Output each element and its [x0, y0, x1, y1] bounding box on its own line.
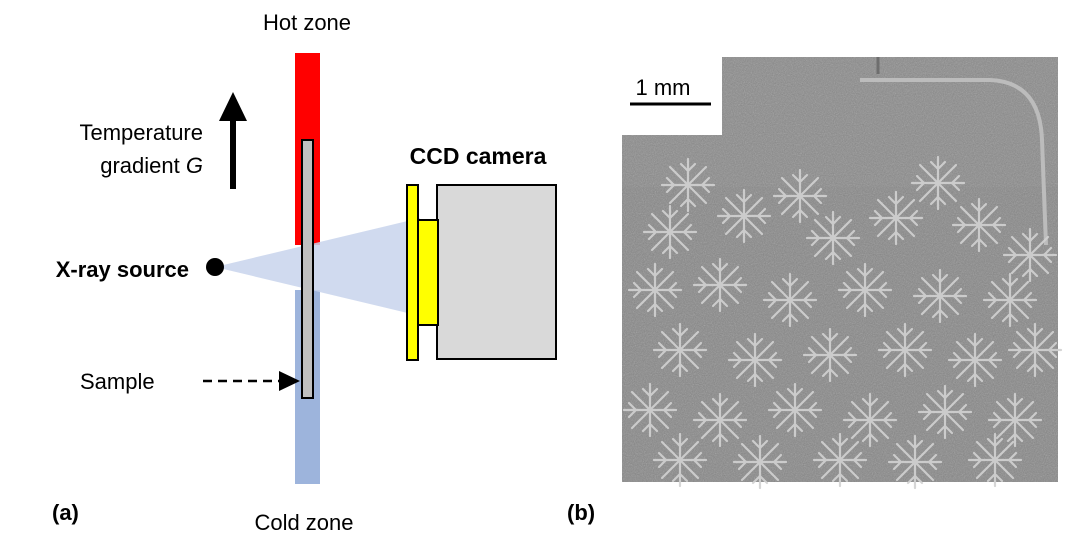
camera-body — [436, 184, 557, 360]
cold-zone-label: Cold zone — [254, 510, 353, 535]
gradient-label-line2: gradient G — [100, 153, 203, 178]
panel-b: 1 mm (b) — [567, 57, 1063, 525]
panel-a-label: (a) — [52, 500, 79, 525]
camera-lens-mount — [417, 219, 439, 326]
hot-zone-label: Hot zone — [263, 10, 351, 35]
gradient-arrow-icon — [219, 92, 247, 121]
gradient-label-symbol: G — [186, 153, 203, 178]
scale-bar-box — [622, 57, 722, 135]
sample-pointer-arrowhead-icon — [279, 371, 300, 391]
sample-plate — [301, 139, 314, 399]
panel-a: Hot zone X-ray source Temperature gradie… — [52, 10, 557, 535]
camera-sensor-plate — [406, 184, 419, 361]
ccd-camera-label: CCD camera — [410, 143, 547, 169]
panel-b-label: (b) — [567, 500, 595, 525]
gradient-label-prefix: gradient — [100, 153, 186, 178]
xray-beam — [215, 218, 420, 316]
sample-edge-curve — [860, 78, 1048, 246]
scale-bar-label: 1 mm — [636, 75, 691, 100]
xray-source-label: X-ray source — [56, 257, 189, 282]
gradient-label-line1: Temperature — [79, 120, 203, 145]
sample-label: Sample — [80, 369, 155, 394]
xray-source-icon — [206, 258, 224, 276]
